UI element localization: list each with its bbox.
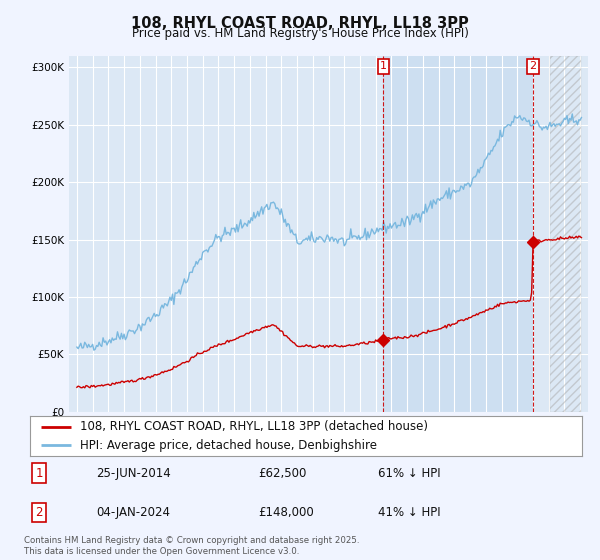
Text: 04-JAN-2024: 04-JAN-2024 bbox=[96, 506, 170, 519]
Text: 108, RHYL COAST ROAD, RHYL, LL18 3PP (detached house): 108, RHYL COAST ROAD, RHYL, LL18 3PP (de… bbox=[80, 420, 428, 433]
Text: £62,500: £62,500 bbox=[258, 466, 307, 480]
Bar bbox=[383, 56, 533, 412]
Text: Price paid vs. HM Land Registry's House Price Index (HPI): Price paid vs. HM Land Registry's House … bbox=[131, 27, 469, 40]
Text: 61% ↓ HPI: 61% ↓ HPI bbox=[378, 466, 440, 480]
Text: 1: 1 bbox=[380, 62, 387, 71]
Text: 2: 2 bbox=[35, 506, 43, 519]
Text: 2: 2 bbox=[530, 62, 536, 71]
Text: 41% ↓ HPI: 41% ↓ HPI bbox=[378, 506, 440, 519]
Text: £148,000: £148,000 bbox=[258, 506, 314, 519]
Text: 25-JUN-2014: 25-JUN-2014 bbox=[96, 466, 171, 480]
Text: 108, RHYL COAST ROAD, RHYL, LL18 3PP: 108, RHYL COAST ROAD, RHYL, LL18 3PP bbox=[131, 16, 469, 31]
Text: HPI: Average price, detached house, Denbighshire: HPI: Average price, detached house, Denb… bbox=[80, 439, 377, 452]
Text: Contains HM Land Registry data © Crown copyright and database right 2025.
This d: Contains HM Land Registry data © Crown c… bbox=[24, 536, 359, 556]
Text: 1: 1 bbox=[35, 466, 43, 480]
